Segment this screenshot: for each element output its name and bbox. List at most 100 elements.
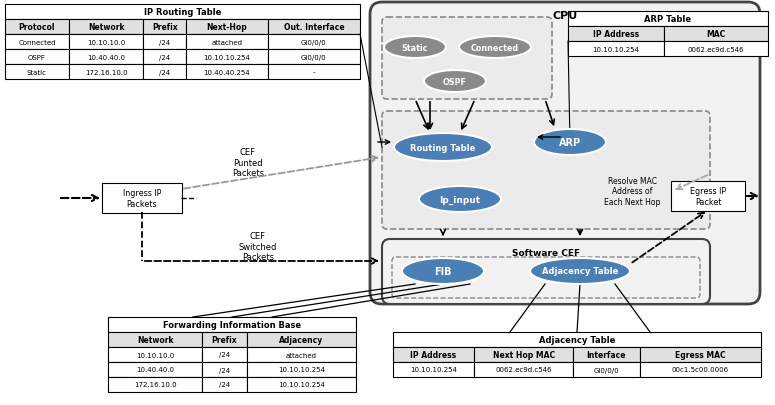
Text: Egress MAC: Egress MAC [675, 350, 725, 359]
FancyBboxPatch shape [267, 20, 360, 35]
FancyBboxPatch shape [108, 347, 202, 362]
Text: Next-Hop: Next-Hop [206, 23, 247, 32]
FancyBboxPatch shape [393, 332, 761, 347]
FancyBboxPatch shape [574, 362, 639, 377]
FancyBboxPatch shape [102, 183, 182, 213]
Ellipse shape [424, 71, 486, 93]
Text: attached: attached [286, 352, 317, 358]
Text: CEF
Punted
Packets: CEF Punted Packets [232, 148, 264, 177]
Ellipse shape [459, 37, 531, 59]
Text: FIB: FIB [434, 266, 452, 276]
Text: Prefix: Prefix [152, 23, 177, 32]
FancyBboxPatch shape [186, 50, 267, 65]
FancyBboxPatch shape [108, 377, 202, 392]
Text: Prefix: Prefix [212, 335, 237, 344]
Ellipse shape [402, 258, 484, 284]
FancyBboxPatch shape [108, 317, 356, 332]
FancyBboxPatch shape [69, 50, 143, 65]
Text: 0062.ec9d.c546: 0062.ec9d.c546 [687, 47, 744, 52]
Text: Out. Interface: Out. Interface [284, 23, 344, 32]
Text: 10.10.10.254: 10.10.10.254 [593, 47, 639, 52]
FancyBboxPatch shape [247, 347, 356, 362]
FancyBboxPatch shape [568, 42, 664, 57]
Text: 10.10.10.254: 10.10.10.254 [203, 54, 250, 60]
FancyBboxPatch shape [393, 362, 474, 377]
Text: MAC: MAC [706, 30, 725, 39]
FancyBboxPatch shape [568, 27, 664, 42]
Text: Interface: Interface [587, 350, 626, 359]
Text: /24: /24 [219, 367, 230, 373]
Text: Connected: Connected [18, 39, 56, 45]
FancyBboxPatch shape [108, 332, 202, 347]
Text: /24: /24 [159, 39, 170, 45]
FancyBboxPatch shape [202, 332, 247, 347]
FancyBboxPatch shape [267, 65, 360, 80]
FancyBboxPatch shape [247, 377, 356, 392]
Text: 172.16.10.0: 172.16.10.0 [134, 382, 177, 388]
Text: IP Routing Table: IP Routing Table [144, 8, 221, 17]
Text: Gi0/0/0: Gi0/0/0 [594, 367, 619, 373]
FancyBboxPatch shape [5, 65, 69, 80]
FancyBboxPatch shape [186, 20, 267, 35]
Text: /24: /24 [159, 69, 170, 75]
Text: Ip_input: Ip_input [439, 195, 480, 204]
Text: 10.10.10.0: 10.10.10.0 [87, 39, 126, 45]
Text: 10.40.40.0: 10.40.40.0 [136, 367, 174, 373]
FancyBboxPatch shape [382, 112, 710, 230]
Text: IP Address: IP Address [411, 350, 456, 359]
FancyBboxPatch shape [370, 3, 760, 304]
FancyBboxPatch shape [5, 35, 69, 50]
FancyBboxPatch shape [247, 362, 356, 377]
FancyBboxPatch shape [186, 35, 267, 50]
Text: 10.10.10.254: 10.10.10.254 [278, 367, 325, 373]
Text: 10.10.10.254: 10.10.10.254 [278, 382, 325, 388]
Text: IP Address: IP Address [593, 30, 639, 39]
Text: OSPF: OSPF [443, 77, 467, 86]
Text: 172.16.10.0: 172.16.10.0 [85, 69, 127, 75]
Text: Forwarding Information Base: Forwarding Information Base [163, 320, 301, 329]
Text: CPU: CPU [553, 11, 577, 21]
FancyBboxPatch shape [143, 50, 186, 65]
Text: Adjacency Table: Adjacency Table [542, 267, 618, 276]
Text: ARP Table: ARP Table [645, 15, 691, 24]
FancyBboxPatch shape [186, 65, 267, 80]
FancyBboxPatch shape [393, 347, 474, 362]
Text: Network: Network [137, 335, 174, 344]
FancyBboxPatch shape [143, 65, 186, 80]
Text: 10.10.10.254: 10.10.10.254 [410, 367, 457, 373]
FancyBboxPatch shape [5, 50, 69, 65]
Ellipse shape [534, 130, 606, 156]
Text: 10.10.10.0: 10.10.10.0 [136, 352, 174, 358]
Text: /24: /24 [159, 54, 170, 60]
FancyBboxPatch shape [202, 377, 247, 392]
Text: ARP: ARP [559, 138, 581, 148]
Text: -: - [312, 69, 315, 75]
Text: Adjacency Table: Adjacency Table [539, 335, 615, 344]
Text: /24: /24 [219, 352, 230, 358]
FancyBboxPatch shape [108, 362, 202, 377]
FancyBboxPatch shape [202, 347, 247, 362]
FancyBboxPatch shape [639, 362, 761, 377]
Text: OSPF: OSPF [28, 54, 46, 60]
Text: attached: attached [212, 39, 243, 45]
FancyBboxPatch shape [267, 35, 360, 50]
Text: Static: Static [401, 43, 428, 52]
FancyBboxPatch shape [382, 18, 552, 100]
Text: 0062.ec9d.c546: 0062.ec9d.c546 [495, 367, 552, 373]
Ellipse shape [419, 187, 501, 213]
FancyBboxPatch shape [474, 347, 574, 362]
FancyBboxPatch shape [671, 181, 745, 211]
FancyBboxPatch shape [474, 362, 574, 377]
FancyBboxPatch shape [143, 35, 186, 50]
Text: Connected: Connected [471, 43, 519, 52]
Text: 10.40.40.0: 10.40.40.0 [87, 54, 126, 60]
Text: Gi0/0/0: Gi0/0/0 [301, 54, 326, 60]
FancyBboxPatch shape [664, 42, 768, 57]
FancyBboxPatch shape [69, 65, 143, 80]
Text: Ingress IP
Packets: Ingress IP Packets [122, 189, 161, 208]
Text: Egress IP
Packet: Egress IP Packet [690, 187, 726, 206]
FancyBboxPatch shape [267, 50, 360, 65]
FancyBboxPatch shape [247, 332, 356, 347]
Text: Resolve MAC
Address of
Each Next Hop: Resolve MAC Address of Each Next Hop [604, 177, 660, 207]
Ellipse shape [384, 37, 446, 59]
